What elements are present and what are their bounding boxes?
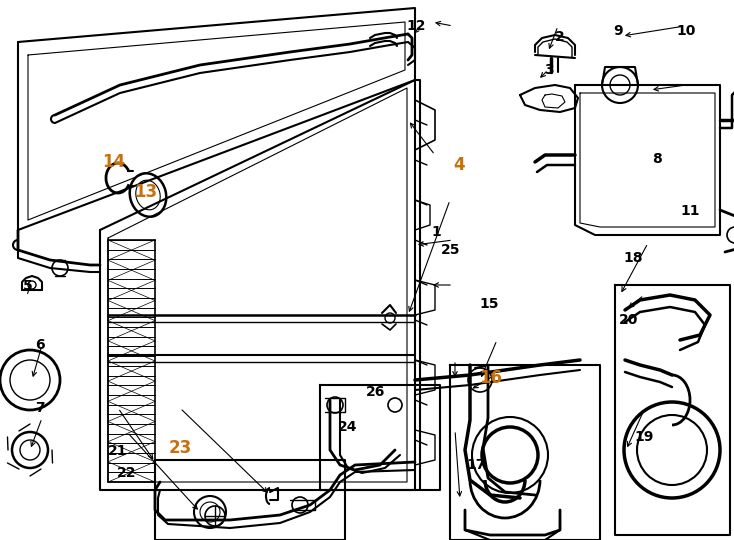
Text: 26: 26 — [366, 384, 385, 399]
Text: 11: 11 — [680, 204, 700, 218]
Text: 13: 13 — [134, 183, 157, 201]
Text: 10: 10 — [677, 24, 696, 38]
Text: 22: 22 — [117, 466, 137, 480]
Text: 21: 21 — [108, 444, 127, 458]
Text: 2: 2 — [555, 30, 565, 44]
Text: 23: 23 — [168, 439, 192, 457]
Text: 7: 7 — [35, 401, 46, 415]
Text: 4: 4 — [454, 156, 465, 174]
Text: 15: 15 — [480, 297, 499, 311]
Text: 9: 9 — [613, 24, 623, 38]
Text: 18: 18 — [624, 251, 643, 265]
Text: 3: 3 — [544, 63, 554, 77]
Text: 5: 5 — [23, 279, 33, 293]
Text: 14: 14 — [102, 153, 126, 171]
Text: 24: 24 — [338, 420, 357, 434]
Text: 8: 8 — [652, 152, 662, 166]
Text: 19: 19 — [634, 430, 653, 444]
Text: 20: 20 — [619, 313, 639, 327]
Text: 12: 12 — [407, 19, 426, 33]
Text: 17: 17 — [466, 458, 485, 472]
Text: 25: 25 — [441, 243, 460, 257]
Text: 16: 16 — [479, 369, 502, 387]
Text: 1: 1 — [432, 225, 442, 239]
Text: 6: 6 — [35, 338, 46, 352]
